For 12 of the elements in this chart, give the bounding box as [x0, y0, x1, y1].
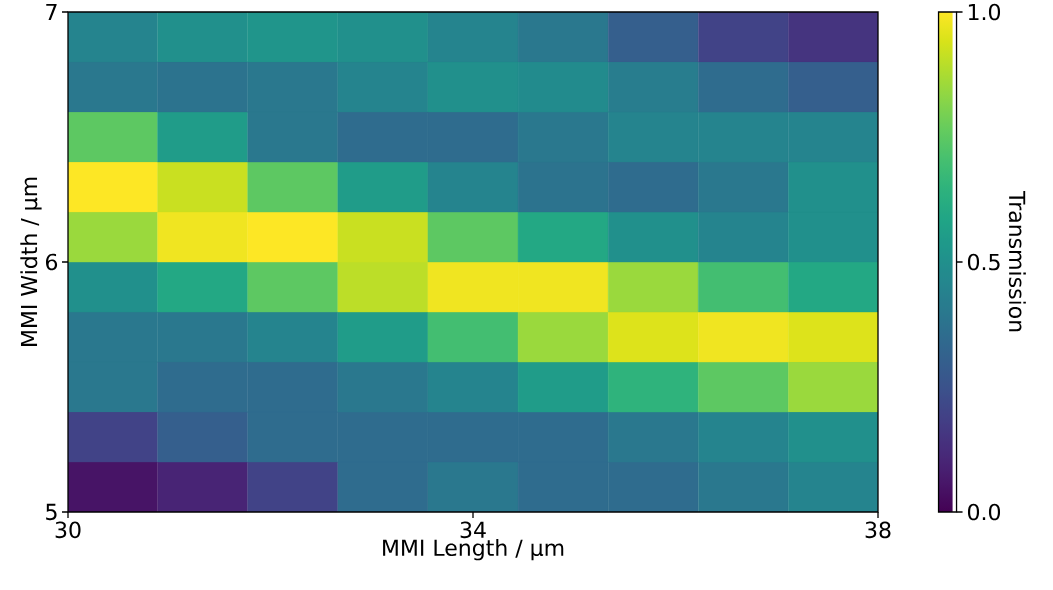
color-bar-title: Transmission [1008, 190, 1026, 332]
y-tick-label: 7 [46, 3, 57, 21]
color-bar-label: 0.5 [967, 253, 1000, 271]
color-bar-label: 0.0 [967, 503, 1001, 521]
color-bar-label: 1.0 [968, 3, 1001, 21]
x-tick-label: 30 [55, 521, 81, 539]
x-axis-title: MMI Length / µm [383, 539, 564, 561]
y-tick-label: 5 [46, 503, 57, 521]
x-tick-label: 34 [460, 521, 486, 539]
x-tick-label: 38 [865, 521, 891, 539]
y-axis-title: MMI Width / µm [20, 177, 42, 346]
y-tick-label: 6 [46, 253, 58, 271]
